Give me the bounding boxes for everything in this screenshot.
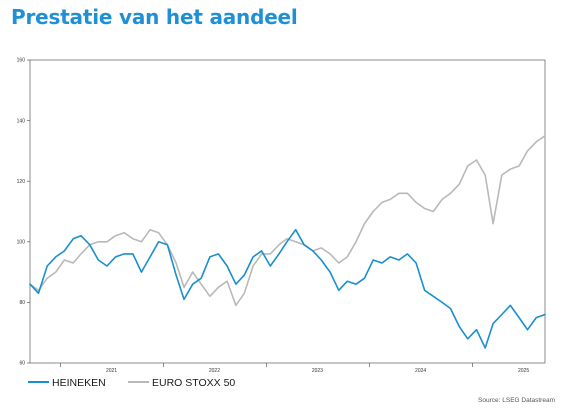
y-axis: 60 80 100 120 140 160 [17,58,30,367]
legend: HEINEKEN EURO STOXX 50 [28,377,235,389]
x-tick-label: 2023 [312,368,323,374]
series-layer [29,135,546,349]
legend-label-heineken: HEINEKEN [52,377,106,389]
legend-label-euro-stoxx-50: EURO STOXX 50 [152,377,235,389]
x-axis: 2021 2022 2023 2024 2025 [60,363,529,374]
x-tick-label: 2025 [518,368,529,374]
page-title: Prestatie van het aandeel [11,5,298,29]
y-tick-label: 160 [17,58,26,64]
y-tick-label: 60 [19,361,25,367]
plot-frame [29,59,546,364]
y-tick-label: 140 [17,118,26,124]
series-line-euro-stoxx-50 [29,135,546,307]
x-tick-label: 2021 [106,368,117,374]
y-tick-label: 100 [17,240,26,246]
x-tick-label: 2024 [415,368,426,374]
y-tick-label: 80 [19,300,25,306]
series-line-heineken [29,228,546,349]
source-note: Source: LSEG Datastream [478,397,555,404]
y-tick-label: 120 [17,179,26,185]
x-tick-label: 2022 [209,368,220,374]
